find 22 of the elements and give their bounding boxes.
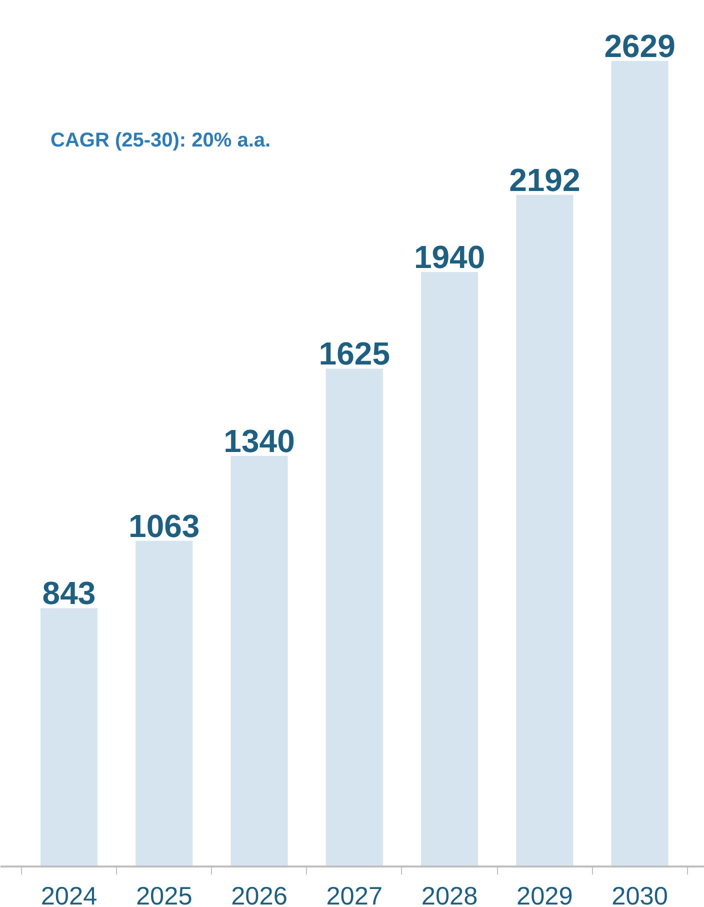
data-label: 1063 [128, 508, 200, 544]
annotation: CAGR (25-30): 20% a.a. [50, 130, 271, 152]
x-tick-label: 2027 [326, 882, 383, 907]
x-tick-label: 2026 [231, 882, 288, 907]
data-label: 1940 [414, 239, 486, 276]
data-label: 1340 [224, 422, 295, 459]
x-tick-label: 2025 [136, 882, 192, 907]
bar [611, 60, 668, 866]
bar [136, 540, 193, 866]
x-tick-label: 2028 [421, 882, 478, 907]
data-label: 843 [42, 575, 96, 612]
bar [326, 368, 383, 866]
bar [230, 456, 288, 866]
data-label: 2192 [509, 162, 580, 198]
bar [420, 272, 478, 866]
x-tick-label: 2030 [612, 882, 668, 907]
data-label: 1625 [318, 336, 390, 372]
x-tick-label: 2024 [40, 882, 98, 907]
bar [40, 608, 98, 866]
bar [516, 194, 574, 866]
data-label: 2629 [604, 28, 676, 64]
x-tick-label: 2029 [516, 882, 573, 907]
